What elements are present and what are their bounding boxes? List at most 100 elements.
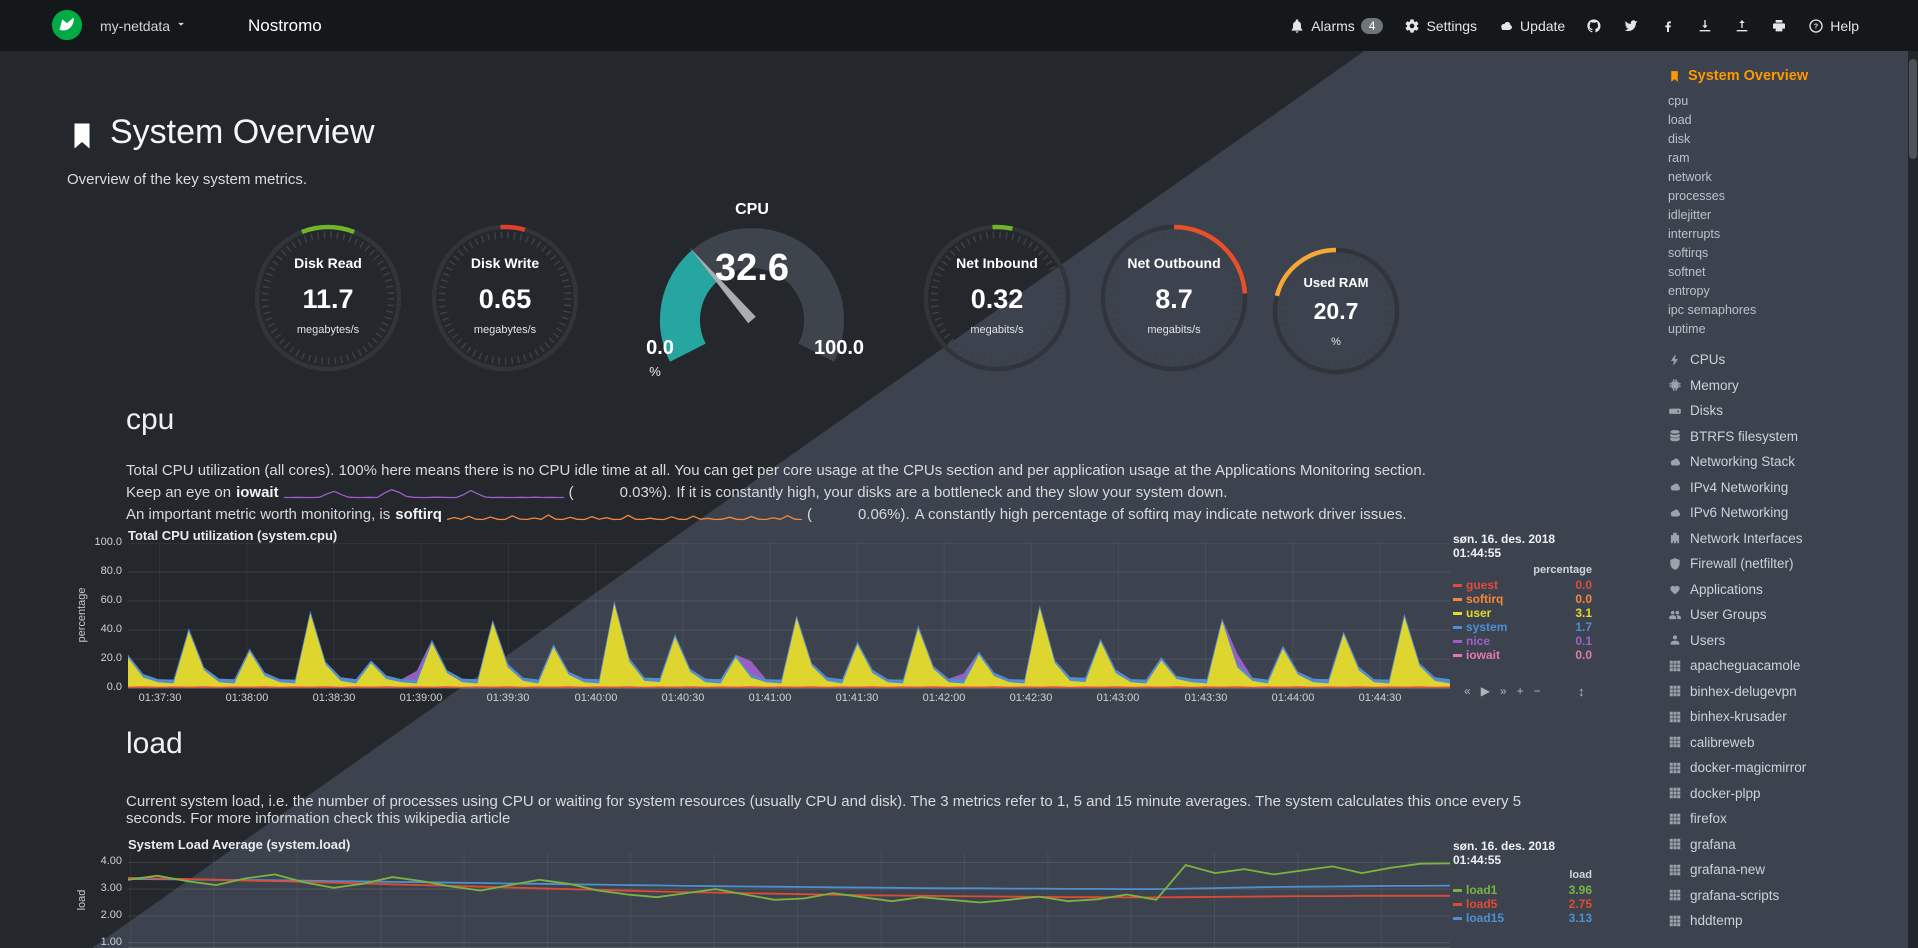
legend-value: 0.0	[1575, 592, 1592, 606]
sidebar-item-disks[interactable]: Disks	[1668, 398, 1906, 424]
nav-github-icon	[1587, 18, 1601, 32]
sidebar-item-ipv4-networking[interactable]: IPv4 Networking	[1668, 475, 1906, 501]
softirq-paren: (	[806, 506, 812, 523]
grid-icon	[1669, 839, 1681, 850]
sidebar-item-ipv6-networking[interactable]: IPv6 Networking	[1668, 500, 1906, 526]
scrollbar-track[interactable]	[1908, 51, 1918, 948]
sidebar-item-cpus[interactable]: CPUs	[1668, 347, 1906, 373]
sidebar-item-label: apacheguacamole	[1690, 658, 1801, 674]
svg-text:megabits/s: megabits/s	[1147, 324, 1201, 336]
sidebar-item-label: System Overview	[1688, 68, 1809, 84]
sidebar-item-grafana-scripts[interactable]: grafana-scripts	[1668, 883, 1906, 909]
nav-print-icon	[1773, 19, 1786, 31]
nav-twitter[interactable]	[1623, 18, 1639, 34]
nav-facebook[interactable]	[1660, 18, 1676, 34]
sidebar-item-networking-stack[interactable]: Networking Stack	[1668, 449, 1906, 475]
sidebar-item-network-interfaces[interactable]: Network Interfaces	[1668, 526, 1906, 552]
scrollbar-thumb[interactable]	[1909, 59, 1917, 159]
sidebar-item-firefox[interactable]: firefox	[1668, 806, 1906, 832]
sidebar-subitem-ipc-semaphores[interactable]: ipc semaphores	[1668, 303, 1757, 317]
sidebar-item-calibreweb[interactable]: calibreweb	[1668, 730, 1906, 756]
load-chart-date: søn. 16. des. 2018	[1453, 839, 1556, 853]
sidebar-subitem-network[interactable]: network	[1668, 170, 1712, 184]
legend-value: 0.1	[1575, 634, 1592, 648]
legend-nice[interactable]: nice 0.1	[1453, 634, 1592, 648]
cpu-zoom-out-icon[interactable]: −	[1533, 684, 1541, 698]
legend-dash	[1453, 889, 1462, 893]
sidebar-item-apacheguacamole[interactable]: apacheguacamole	[1668, 653, 1906, 679]
nav-alarms[interactable]: Alarms 4	[1289, 17, 1384, 34]
legend-system[interactable]: system 1.7	[1453, 620, 1592, 634]
sidebar-item-users[interactable]: Users	[1668, 628, 1906, 654]
sidebar-subitem-processes[interactable]: processes	[1668, 189, 1725, 203]
load-chart-canvas[interactable]	[127, 853, 1451, 948]
legend-load1[interactable]: load1 3.96	[1453, 883, 1592, 897]
sidebar-item-binhex-krusader[interactable]: binhex-krusader	[1668, 704, 1906, 730]
sidebar-item-user-groups[interactable]: User Groups	[1668, 602, 1906, 628]
nav-update-icon	[1501, 21, 1512, 30]
legend-guest[interactable]: guest 0.0	[1453, 578, 1592, 592]
sidebar-subitem-uptime[interactable]: uptime	[1668, 322, 1706, 336]
nav-update[interactable]: Update	[1498, 18, 1565, 34]
database-icon	[1670, 430, 1680, 442]
nav-export-icon	[1699, 19, 1711, 31]
nav-help[interactable]: ? Help	[1808, 18, 1859, 34]
load-chart-title: System Load Average (system.load)	[128, 837, 351, 852]
legend-name: system	[1466, 620, 1508, 634]
cpu-forward-icon[interactable]: »	[1499, 684, 1507, 698]
grid-icon	[1669, 737, 1681, 748]
sidebar-subitem-disk[interactable]: disk	[1668, 132, 1691, 146]
sidebar-subitem-interrupts[interactable]: interrupts	[1668, 227, 1721, 241]
dial-used-ram: Used RAM 20.7%	[1261, 236, 1411, 386]
legend-load5[interactable]: load5 2.75	[1453, 897, 1592, 911]
sidebar-item-firewall-netfilter-[interactable]: Firewall (netfilter)	[1668, 551, 1906, 577]
sidebar-subitem-idlejitter[interactable]: idlejitter	[1668, 208, 1712, 222]
sidebar-item-label: docker-magicmirror	[1690, 760, 1807, 776]
sidebar-item-docker-plpp[interactable]: docker-plpp	[1668, 781, 1906, 807]
nav-import[interactable]	[1734, 18, 1750, 34]
sidebar-subitem-ram[interactable]: ram	[1668, 151, 1690, 165]
cpu-resize-handle-icon[interactable]: ↕	[1578, 684, 1585, 699]
sidebar-item-system-overview[interactable]: System Overview	[1668, 65, 1906, 87]
netdata-logo[interactable]	[50, 8, 84, 47]
sidebar-item-grafana[interactable]: grafana	[1668, 832, 1906, 858]
legend-user[interactable]: user 3.1	[1453, 606, 1592, 620]
legend-dash	[1453, 917, 1462, 921]
sidebar-item-memory[interactable]: Memory	[1668, 373, 1906, 399]
legend-name: load15	[1466, 911, 1505, 925]
svg-text:Disk Read: Disk Read	[294, 255, 362, 271]
softirq-text-prefix: An important metric worth monitoring, is	[126, 506, 391, 523]
legend-load15[interactable]: load15 3.13	[1453, 911, 1592, 925]
sidebar-item-label: calibreweb	[1690, 734, 1755, 750]
cpu-zoom-in-icon[interactable]: +	[1516, 684, 1524, 698]
sidebar-item-btrfs-filesystem[interactable]: BTRFS filesystem	[1668, 424, 1906, 450]
nav-settings[interactable]: Settings	[1404, 18, 1477, 34]
nav-import-icon	[1736, 19, 1748, 31]
sidebar-item-hddtemp[interactable]: hddtemp	[1668, 908, 1906, 934]
sidebar-subitem-cpu[interactable]: cpu	[1668, 94, 1689, 108]
sidebar-item-docker-magicmirror[interactable]: docker-magicmirror	[1668, 755, 1906, 781]
sidebar-subitem-entropy[interactable]: entropy	[1668, 284, 1710, 298]
sidebar-subitem-softnet[interactable]: softnet	[1668, 265, 1706, 279]
navbar-actions: Alarms 4 Settings Update ? Help	[1289, 0, 1859, 51]
cpu-chart-title: Total CPU utilization (system.cpu)	[128, 528, 338, 543]
hdd-icon	[1669, 408, 1681, 414]
page-subtitle: Overview of the key system metrics.	[67, 171, 308, 188]
legend-iowait[interactable]: iowait 0.0	[1453, 648, 1592, 662]
cpu-chart-date: søn. 16. des. 2018	[1453, 532, 1556, 546]
legend-softirq[interactable]: softirq 0.0	[1453, 592, 1592, 606]
sidebar-item-binhex-delugevpn[interactable]: binhex-delugevpn	[1668, 679, 1906, 705]
sidebar-item-grafana-new[interactable]: grafana-new	[1668, 857, 1906, 883]
nav-export[interactable]	[1697, 18, 1713, 34]
sidebar-subitem-load[interactable]: load	[1668, 113, 1692, 127]
cpu-y-tick-label: 80.0	[100, 565, 122, 577]
sidebar-subitem-softirqs[interactable]: softirqs	[1668, 246, 1709, 260]
nav-github[interactable]	[1586, 18, 1602, 34]
my-netdata-menu[interactable]: my-netdata	[100, 0, 188, 51]
legend-name: nice	[1466, 634, 1491, 648]
sidebar-item-applications[interactable]: Applications	[1668, 577, 1906, 603]
cpu-play-icon[interactable]: ▶	[1480, 684, 1490, 698]
nav-print[interactable]	[1771, 18, 1787, 34]
cpu-backward-icon[interactable]: «	[1464, 684, 1471, 698]
cpu-chart-canvas[interactable]	[128, 542, 1450, 695]
